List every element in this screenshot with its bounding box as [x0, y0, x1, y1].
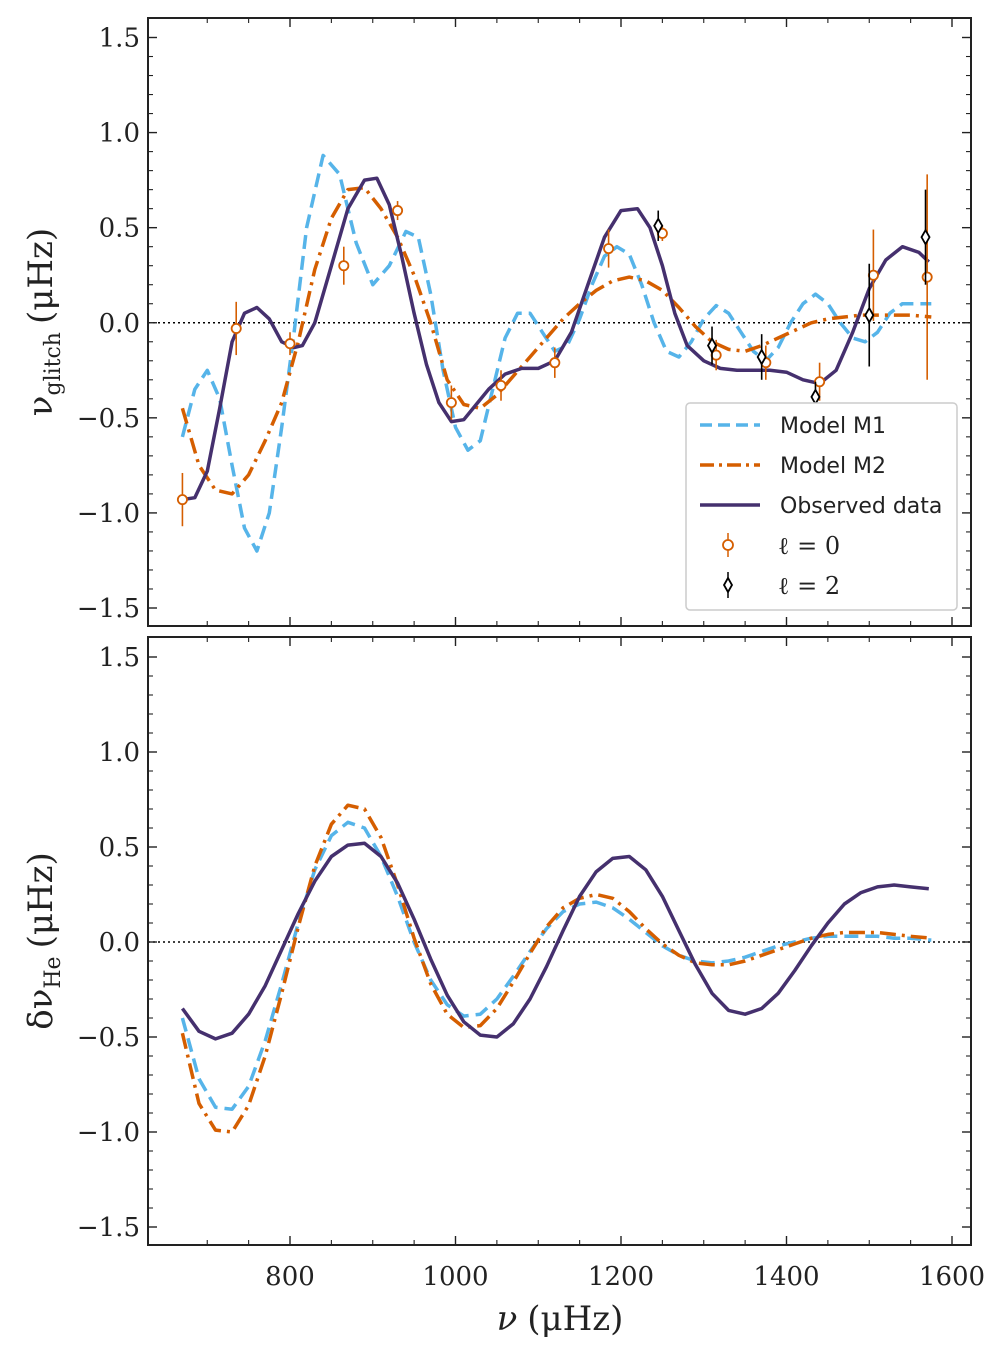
y-tick-label: 1.0 [99, 119, 140, 149]
series-model-m1 [180, 820, 932, 1111]
marker-l0 [549, 357, 561, 369]
marker-l2 [706, 336, 718, 355]
y-tick-label: 0.0 [99, 309, 140, 339]
legend-label-observed-data: Observed data [780, 494, 942, 519]
series-model-m1 [180, 153, 932, 553]
series-observed-data [180, 841, 929, 1041]
y-tick-label: −1.5 [77, 1213, 140, 1243]
x-tick-label: 1400 [753, 1262, 819, 1292]
top-y-axis-symbol: ν [21, 396, 61, 417]
marker-l0 [392, 205, 404, 217]
legend-label-l2: ℓ = 2 [778, 572, 840, 600]
marker-l0 [867, 269, 879, 281]
marker-l0 [230, 322, 242, 334]
legend: Model M1 Model M2 Observed data ℓ = 0 ℓ … [685, 402, 958, 611]
series-model-m2 [180, 803, 932, 1134]
panel-bottom: −1.5 −1.0 −0.5 0.0 0.5 1.0 1.5 800 1000 1200 1400… [21, 636, 985, 1339]
y-tick-label: −0.5 [77, 1023, 140, 1053]
x-axis-symbol: ν [497, 1299, 518, 1339]
top-plot-frame [147, 17, 972, 627]
y-tick-label: 0.5 [99, 214, 140, 244]
marker-l0 [814, 376, 826, 388]
legend-label-l0: ℓ = 0 [778, 532, 840, 560]
marker-l0 [921, 271, 933, 283]
series-model-m2 [180, 185, 932, 496]
marker-l0 [495, 380, 507, 392]
marker-l0 [284, 338, 296, 350]
y-tick-label: 1.5 [99, 643, 140, 673]
y-tick-label: −1.0 [77, 499, 140, 529]
marker-l0 [176, 494, 188, 506]
y-tick-label: 0.5 [99, 833, 140, 863]
bottom-y-axis-subscript: He [41, 956, 66, 988]
marker-l0 [603, 243, 615, 255]
legend-label-model-m2: Model M2 [780, 454, 886, 479]
top-y-axis-unit: (μHz) [21, 228, 61, 324]
x-tick-label: 1000 [422, 1262, 488, 1292]
marker-l2 [653, 216, 664, 235]
legend-swatch-l2-marker [722, 576, 734, 594]
x-axis-unit: (μHz) [527, 1299, 623, 1339]
bottom-y-axis-label: δνHe (μHz) [21, 852, 66, 1030]
marker-l0 [445, 397, 457, 409]
x-tick-label: 800 [265, 1262, 315, 1292]
panel-top: −1.5 −1.0 −0.5 0.0 0.5 1.0 1.5 νglitch (μHz) Mo… [21, 17, 972, 627]
y-tick-label: −0.5 [77, 404, 140, 434]
legend-box [685, 402, 958, 611]
x-tick-label: 1200 [588, 1262, 654, 1292]
y-tick-label: 1.0 [99, 738, 140, 768]
top-y-axis-label: νglitch (μHz) [21, 228, 66, 416]
marker-l0 [338, 260, 350, 272]
x-tick-label: 1600 [919, 1262, 985, 1292]
marker-l2 [920, 228, 931, 246]
top-y-axis-subscript: glitch [41, 332, 66, 396]
legend-label-model-m1: Model M1 [780, 414, 886, 439]
legend-swatch-l0-marker [722, 539, 734, 551]
y-tick-label: −1.5 [77, 594, 140, 624]
x-axis-label: ν (μHz) [497, 1299, 624, 1339]
bottom-plot-frame [147, 636, 972, 1246]
marker-l2 [756, 348, 767, 366]
bottom-y-axis-unit: (μHz) [21, 852, 61, 948]
marker-l2 [810, 388, 821, 406]
bottom-y-axis-symbol: δν [21, 989, 61, 1030]
marker-l2 [864, 306, 875, 324]
y-tick-label: −1.0 [77, 1118, 140, 1148]
y-tick-label: 1.5 [99, 24, 140, 54]
y-tick-label: 0.0 [99, 928, 140, 958]
